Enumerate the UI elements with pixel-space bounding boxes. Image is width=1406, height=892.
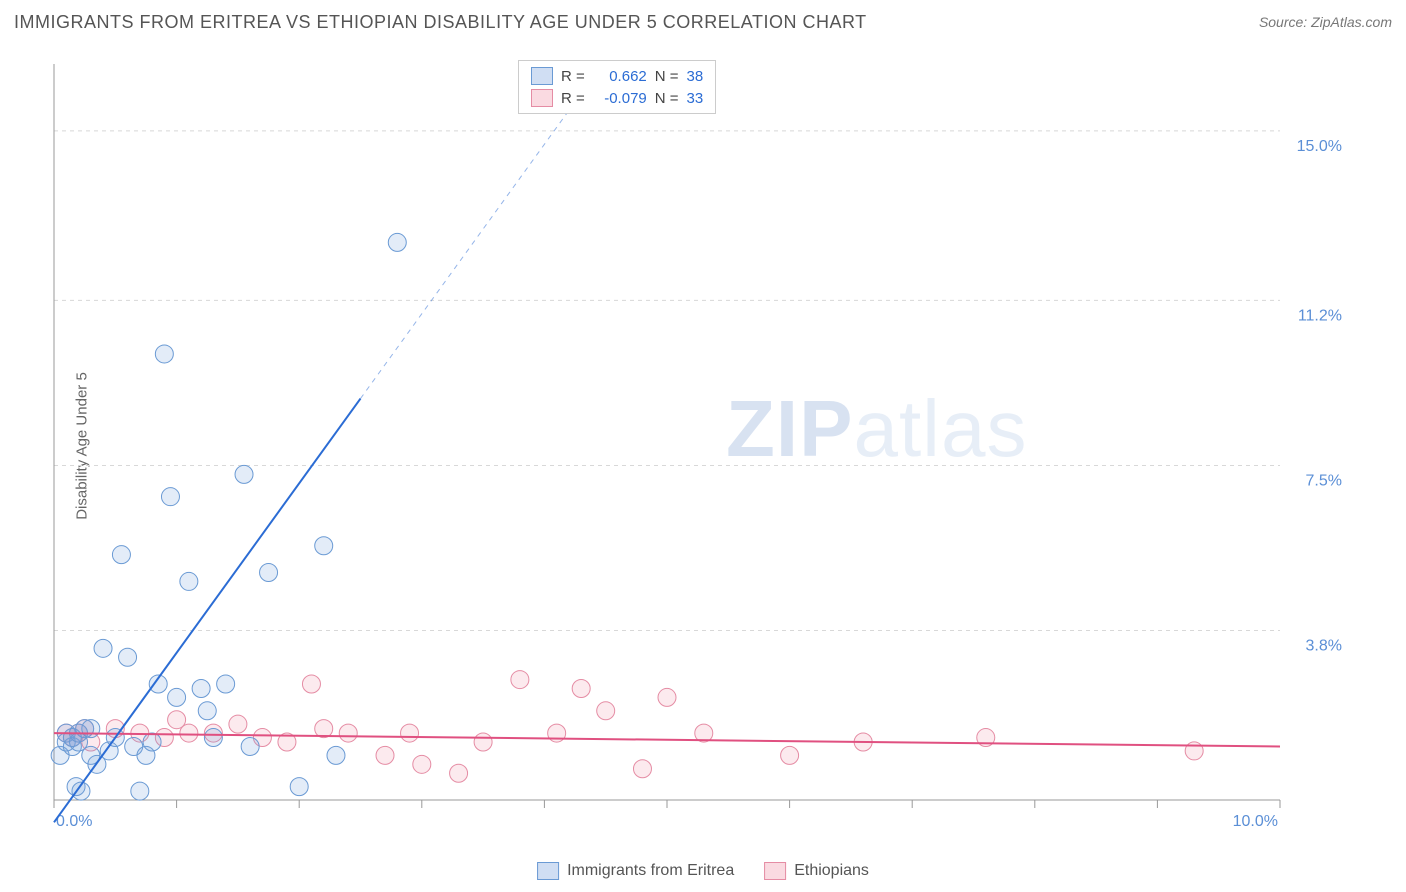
stats-legend-box: R = 0.662 N = 38 R = -0.079 N = 33 (518, 60, 716, 114)
legend-label: Immigrants from Eritrea (567, 862, 734, 880)
n-value: 38 (687, 68, 704, 85)
source-attribution: Source: ZipAtlas.com (1259, 14, 1392, 30)
svg-text:15.0%: 15.0% (1297, 138, 1342, 155)
svg-text:0.0%: 0.0% (56, 813, 92, 830)
scatter-plot: 3.8% 7.5% 11.2% 15.0% 0.0% 10.0% (50, 60, 1350, 830)
chart-area: 3.8% 7.5% 11.2% 15.0% 0.0% 10.0% R = 0.662 N … (50, 60, 1350, 830)
legend-label: Ethiopians (794, 862, 869, 880)
svg-text:11.2%: 11.2% (1298, 307, 1342, 324)
r-label: R = (561, 68, 585, 85)
stats-row: R = -0.079 N = 33 (531, 89, 703, 107)
bottom-legend: Immigrants from Eritrea Ethiopians (537, 862, 869, 880)
svg-text:7.5%: 7.5% (1306, 472, 1342, 489)
header: IMMIGRANTS FROM ERITREA VS ETHIOPIAN DIS… (0, 0, 1406, 44)
n-value: 33 (687, 90, 704, 107)
swatch-pink (764, 862, 786, 880)
legend-item-eritrea: Immigrants from Eritrea (537, 862, 734, 880)
n-label: N = (655, 68, 679, 85)
r-value: -0.079 (593, 90, 647, 107)
r-label: R = (561, 90, 585, 107)
svg-text:10.0%: 10.0% (1233, 813, 1278, 830)
swatch-blue (531, 67, 553, 85)
chart-title: IMMIGRANTS FROM ERITREA VS ETHIOPIAN DIS… (14, 12, 867, 33)
legend-item-ethiopians: Ethiopians (764, 862, 869, 880)
n-label: N = (655, 90, 679, 107)
svg-text:3.8%: 3.8% (1306, 637, 1342, 654)
stats-row: R = 0.662 N = 38 (531, 67, 703, 85)
r-value: 0.662 (593, 68, 647, 85)
swatch-pink (531, 89, 553, 107)
swatch-blue (537, 862, 559, 880)
